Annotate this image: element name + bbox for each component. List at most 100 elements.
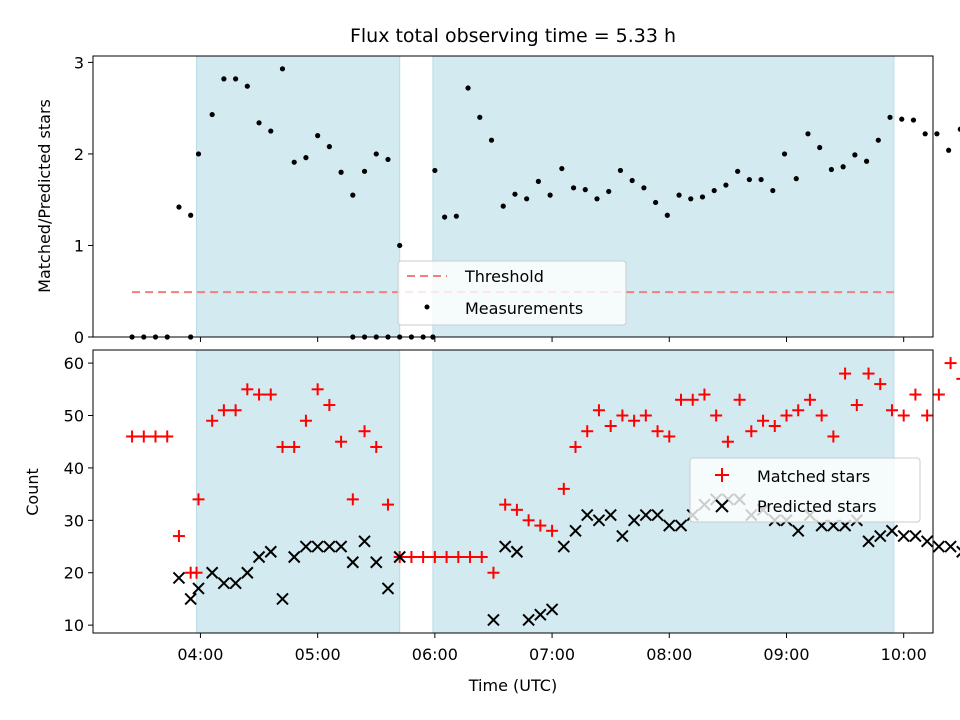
predicted-star-point <box>381 582 395 595</box>
measurement-point <box>922 131 928 137</box>
matched-star-point <box>686 393 699 406</box>
measurement-point <box>746 176 752 183</box>
measurement-point <box>770 187 776 194</box>
matched-star-point <box>862 367 875 380</box>
measurement-point <box>688 196 694 202</box>
bottom-panel: 10 20 30 40 50 60 04:00 05:00 06:00 07:00 08:00 09… <box>23 349 960 695</box>
x-tick-label: 04:00 <box>177 645 223 664</box>
measurement-point <box>828 166 835 173</box>
measurement-point <box>852 152 858 158</box>
matched-star-point <box>510 503 523 516</box>
measurement-point <box>606 188 612 195</box>
predicted-star-point <box>920 535 934 548</box>
matched-star-point <box>241 383 254 396</box>
matched-star-point <box>932 388 945 401</box>
measurement-point <box>361 168 368 174</box>
matched-star-point <box>581 425 594 438</box>
predicted-star-point <box>674 519 688 532</box>
matched-star-point <box>698 388 711 401</box>
matched-star-point <box>358 425 371 438</box>
matched-star-point <box>311 383 324 396</box>
predicted-star-mark-b <box>944 540 957 553</box>
predicted-star-mark-b <box>920 535 934 548</box>
predicted-star-mark-b <box>393 550 406 564</box>
matched-star-point <box>440 551 453 564</box>
predicted-star-mark-b <box>639 508 653 522</box>
predicted-star-point <box>604 508 617 522</box>
matched-star-point <box>126 430 139 443</box>
predicted-star-mark-b <box>616 529 629 543</box>
predicted-star-mark-b <box>370 556 383 569</box>
matched-star-point <box>792 404 805 417</box>
predicted-star-point <box>358 535 371 548</box>
matched-star-point <box>475 551 488 564</box>
bottom-y-tick-label: 30 <box>64 511 84 530</box>
predicted-star-point <box>299 540 313 553</box>
bottom-y-ticks: 10 20 30 40 50 60 <box>64 354 93 635</box>
measurement-point <box>887 114 893 120</box>
matched-star-point <box>921 409 934 422</box>
predicted-star-point <box>534 608 547 621</box>
predicted-star-point <box>393 550 406 564</box>
top-y-ticks: 0 1 2 3 <box>74 53 93 347</box>
measurement-point <box>641 185 647 191</box>
top-shaded-regions <box>196 55 895 338</box>
predicted-star-point <box>557 540 570 553</box>
predicted-star-mark-b <box>909 529 922 543</box>
matched-star-point <box>592 404 605 417</box>
matched-star-point <box>639 409 652 422</box>
top-legend-box <box>397 260 627 326</box>
predicted-star-point <box>487 613 500 627</box>
predicted-star-point <box>311 540 324 553</box>
predicted-star-mark-b <box>229 577 242 590</box>
matched-star-point <box>452 551 465 564</box>
measurement-point <box>653 199 659 206</box>
predicted-star-point <box>184 592 197 606</box>
predicted-star-point <box>545 603 559 616</box>
predicted-star-point <box>510 545 524 558</box>
matched-star-point <box>616 409 629 422</box>
matched-star-point <box>149 430 162 443</box>
matched-star-point <box>604 419 617 432</box>
measurement-point <box>315 133 321 139</box>
predicted-star-point <box>932 540 946 553</box>
measurement-point <box>535 178 541 184</box>
measurement-point <box>910 117 917 123</box>
measurement-point <box>735 168 741 174</box>
bottom-matched-points <box>126 357 960 579</box>
measurement-point <box>279 66 286 72</box>
matched-star-point <box>522 514 535 527</box>
predicted-star-mark-b <box>674 519 688 532</box>
matched-star-point <box>264 388 277 401</box>
measurement-point <box>453 213 459 219</box>
measurement-point <box>570 185 577 191</box>
x-tick-label: 05:00 <box>295 645 341 664</box>
predicted-star-mark-b <box>288 550 301 564</box>
matched-star-point <box>757 414 770 427</box>
matched-star-point <box>499 498 512 511</box>
predicted-star-point <box>897 529 910 543</box>
x-tick-label: 09:00 <box>763 645 809 664</box>
measurement-point <box>512 191 518 197</box>
predicted-star-mark-b <box>172 571 186 585</box>
x-tick-label: 10:00 <box>881 645 927 664</box>
measurement-point <box>934 131 940 137</box>
predicted-star-mark-b <box>956 552 960 558</box>
top-measurement-points <box>129 66 960 340</box>
measurement-point <box>547 192 553 198</box>
bottom-y-tick-label: 10 <box>64 616 84 635</box>
predicted-star-mark-b <box>252 550 266 564</box>
predicted-star-mark-b <box>885 524 899 538</box>
predicted-star-point <box>874 529 887 543</box>
predicted-star-point <box>651 508 664 522</box>
matched-star-point <box>381 498 394 511</box>
measurement-point <box>582 187 588 193</box>
matched-star-point <box>815 409 828 422</box>
predicted-star-point <box>569 524 582 538</box>
matched-star-point <box>897 409 910 422</box>
predicted-star-mark-b <box>932 540 946 553</box>
predicted-star-point <box>522 613 535 627</box>
matched-star-point <box>229 404 242 417</box>
predicted-star-mark-b <box>346 556 360 569</box>
